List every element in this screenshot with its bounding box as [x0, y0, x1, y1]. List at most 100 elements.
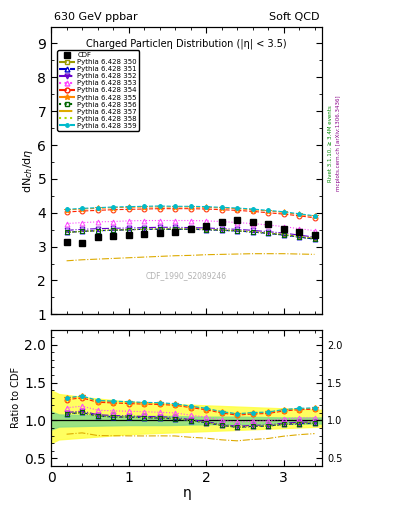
- Pythia 6.428 357: [80, 257, 84, 263]
- Pythia 6.428 355: [281, 209, 286, 216]
- Pythia 6.428 356: [80, 228, 84, 234]
- Y-axis label: dN$_{ch}$/d$\eta$: dN$_{ch}$/d$\eta$: [20, 148, 35, 193]
- Pythia 6.428 355: [111, 205, 116, 211]
- Pythia 6.428 356: [235, 228, 239, 234]
- Pythia 6.428 353: [312, 228, 317, 234]
- Pythia 6.428 357: [297, 251, 301, 257]
- Line: Pythia 6.428 356: Pythia 6.428 356: [64, 227, 317, 242]
- Pythia 6.428 352: [297, 232, 301, 238]
- Pythia 6.428 355: [95, 205, 100, 211]
- Pythia 6.428 354: [281, 211, 286, 217]
- Pythia 6.428 351: [219, 227, 224, 233]
- Pythia 6.428 354: [126, 206, 131, 212]
- Pythia 6.428 359: [95, 205, 100, 211]
- Pythia 6.428 355: [204, 204, 208, 210]
- Pythia 6.428 352: [111, 225, 116, 231]
- Pythia 6.428 352: [188, 225, 193, 231]
- CDF: [126, 231, 131, 238]
- Pythia 6.428 350: [204, 226, 208, 232]
- Pythia 6.428 355: [126, 204, 131, 210]
- Pythia 6.428 350: [219, 227, 224, 233]
- Pythia 6.428 350: [188, 226, 193, 232]
- Pythia 6.428 356: [126, 227, 131, 233]
- Pythia 6.428 354: [111, 207, 116, 213]
- Pythia 6.428 357: [281, 250, 286, 257]
- Pythia 6.428 359: [297, 210, 301, 217]
- Pythia 6.428 359: [188, 203, 193, 209]
- Pythia 6.428 355: [235, 206, 239, 212]
- Pythia 6.428 353: [250, 221, 255, 227]
- CDF: [157, 230, 162, 236]
- Pythia 6.428 353: [95, 219, 100, 225]
- Pythia 6.428 358: [204, 226, 208, 232]
- Pythia 6.428 356: [281, 232, 286, 238]
- Pythia 6.428 356: [111, 227, 116, 233]
- Pythia 6.428 350: [157, 226, 162, 232]
- Pythia 6.428 351: [95, 228, 100, 234]
- Pythia 6.428 352: [173, 224, 177, 230]
- Pythia 6.428 358: [266, 230, 270, 236]
- Pythia 6.428 359: [142, 203, 147, 209]
- Pythia 6.428 354: [204, 206, 208, 212]
- Pythia 6.428 353: [297, 226, 301, 232]
- Pythia 6.428 357: [173, 252, 177, 259]
- Pythia 6.428 357: [188, 252, 193, 259]
- Pythia 6.428 351: [266, 230, 270, 237]
- Pythia 6.428 354: [312, 215, 317, 221]
- Pythia 6.428 354: [157, 206, 162, 212]
- Pythia 6.428 357: [266, 250, 270, 257]
- Pythia 6.428 354: [188, 206, 193, 212]
- Line: Pythia 6.428 352: Pythia 6.428 352: [64, 225, 317, 240]
- Pythia 6.428 358: [219, 227, 224, 233]
- Pythia 6.428 358: [250, 229, 255, 235]
- CDF: [281, 226, 286, 232]
- Pythia 6.428 350: [297, 233, 301, 240]
- Pythia 6.428 350: [95, 228, 100, 234]
- Pythia 6.428 355: [80, 206, 84, 212]
- Pythia 6.428 351: [250, 229, 255, 235]
- Pythia 6.428 351: [126, 227, 131, 233]
- Pythia 6.428 355: [297, 211, 301, 218]
- Line: Pythia 6.428 359: Pythia 6.428 359: [65, 204, 316, 218]
- Pythia 6.428 352: [312, 234, 317, 240]
- Pythia 6.428 350: [64, 229, 69, 236]
- Pythia 6.428 354: [297, 212, 301, 219]
- Pythia 6.428 354: [266, 209, 270, 216]
- Pythia 6.428 357: [250, 250, 255, 257]
- Y-axis label: Ratio to CDF: Ratio to CDF: [11, 367, 22, 429]
- Text: CDF_1990_S2089246: CDF_1990_S2089246: [146, 271, 227, 280]
- Line: Pythia 6.428 355: Pythia 6.428 355: [63, 204, 318, 220]
- Pythia 6.428 351: [297, 234, 301, 240]
- Pythia 6.428 358: [188, 226, 193, 232]
- Text: 630 GeV ppbar: 630 GeV ppbar: [54, 12, 138, 22]
- Pythia 6.428 355: [64, 207, 69, 213]
- Pythia 6.428 354: [173, 206, 177, 212]
- Line: Pythia 6.428 354: Pythia 6.428 354: [64, 206, 317, 220]
- Pythia 6.428 353: [266, 222, 270, 228]
- Text: Rivet 3.1.10, ≥ 3.4M events: Rivet 3.1.10, ≥ 3.4M events: [328, 105, 333, 182]
- CDF: [235, 217, 239, 223]
- Pythia 6.428 351: [204, 227, 208, 233]
- Pythia 6.428 356: [173, 226, 177, 232]
- CDF: [142, 230, 147, 237]
- Pythia 6.428 357: [235, 251, 239, 257]
- Pythia 6.428 353: [219, 219, 224, 225]
- Pythia 6.428 357: [219, 251, 224, 258]
- Pythia 6.428 352: [80, 226, 84, 232]
- Pythia 6.428 356: [219, 227, 224, 233]
- Pythia 6.428 352: [126, 225, 131, 231]
- Pythia 6.428 352: [64, 227, 69, 233]
- Pythia 6.428 359: [111, 204, 116, 210]
- Pythia 6.428 357: [126, 254, 131, 261]
- CDF: [266, 221, 270, 227]
- Pythia 6.428 353: [126, 218, 131, 224]
- Pythia 6.428 354: [64, 209, 69, 215]
- Pythia 6.428 351: [111, 227, 116, 233]
- Pythia 6.428 356: [266, 230, 270, 237]
- Pythia 6.428 351: [188, 226, 193, 232]
- Pythia 6.428 358: [281, 231, 286, 238]
- Pythia 6.428 352: [157, 224, 162, 230]
- Pythia 6.428 350: [126, 227, 131, 233]
- Pythia 6.428 355: [173, 204, 177, 210]
- Pythia 6.428 353: [235, 220, 239, 226]
